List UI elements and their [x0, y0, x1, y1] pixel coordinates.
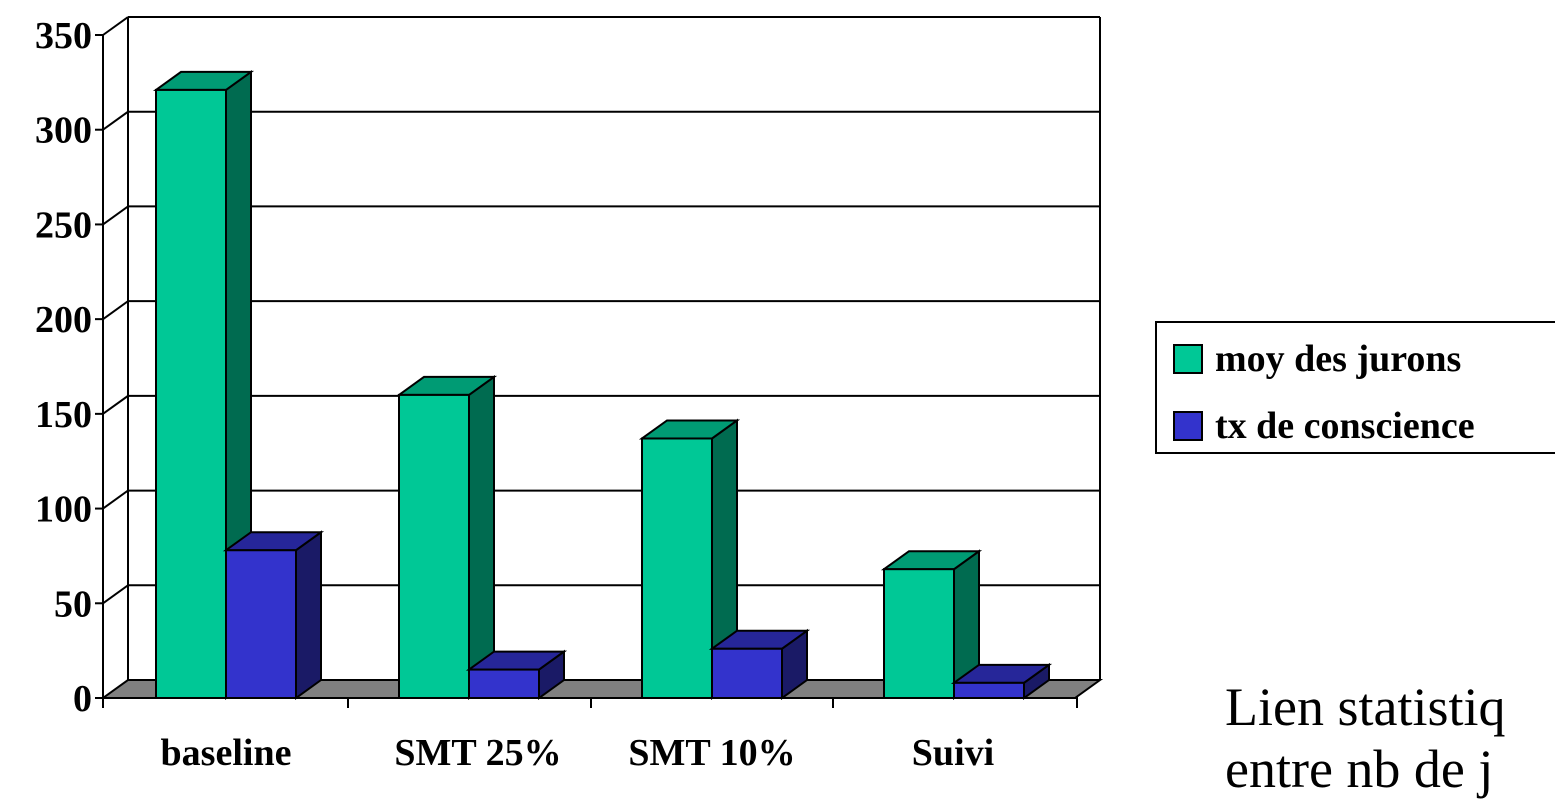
- legend-item-moy-des-jurons: moy des jurons: [1173, 337, 1461, 381]
- bar: [953, 681, 1025, 699]
- y-tick-label: 200: [35, 299, 92, 341]
- y-tick-label: 250: [35, 204, 92, 246]
- gridline-diagonal: [102, 489, 129, 510]
- x-tick-label: SMT 25%: [394, 732, 561, 772]
- legend-swatch-tx-de-conscience: [1173, 411, 1203, 441]
- bar: [225, 549, 297, 700]
- bar: [883, 568, 955, 700]
- x-tick-label: Suivi: [912, 732, 994, 772]
- legend-label-moy-des-jurons: moy des jurons: [1215, 338, 1462, 380]
- legend-label-tx-de-conscience: tx de conscience: [1215, 405, 1475, 447]
- gridline-diagonal: [102, 395, 129, 415]
- x-tick-label: SMT 10%: [628, 732, 795, 772]
- gridline-diagonal: [102, 110, 129, 131]
- bar: [641, 437, 713, 699]
- gridline-diagonal: [102, 584, 129, 605]
- bar: [155, 88, 227, 700]
- gridline-diagonal: [102, 16, 129, 36]
- bar-side: [468, 374, 495, 700]
- caption-line-1: Lien statistiq: [1225, 677, 1506, 737]
- bar: [398, 393, 470, 699]
- y-tick-label: 50: [54, 583, 92, 625]
- y-tick-label: 100: [35, 489, 92, 531]
- caption-line-2: entre nb de j: [1225, 739, 1494, 799]
- y-tick-label: 150: [35, 394, 92, 436]
- y-tick-label: 0: [73, 678, 92, 720]
- chart-legend: moy des jurons tx de conscience: [1155, 321, 1555, 454]
- bar: [468, 668, 540, 699]
- gridline-diagonal: [102, 300, 129, 320]
- legend-item-tx-de-conscience: tx de conscience: [1173, 404, 1475, 448]
- x-tick-label: baseline: [161, 732, 292, 772]
- y-tick-label: 300: [35, 110, 92, 152]
- y-tick-label: 350: [35, 15, 92, 57]
- bar-chart: 0 50 100 150 200 250 300 350 baseline SMT 25% SMT …: [35, 15, 1104, 772]
- bar: [711, 647, 783, 700]
- legend-swatch-moy-des-jurons: [1173, 344, 1203, 374]
- gridline-diagonal: [102, 205, 129, 226]
- bar-side: [295, 530, 322, 700]
